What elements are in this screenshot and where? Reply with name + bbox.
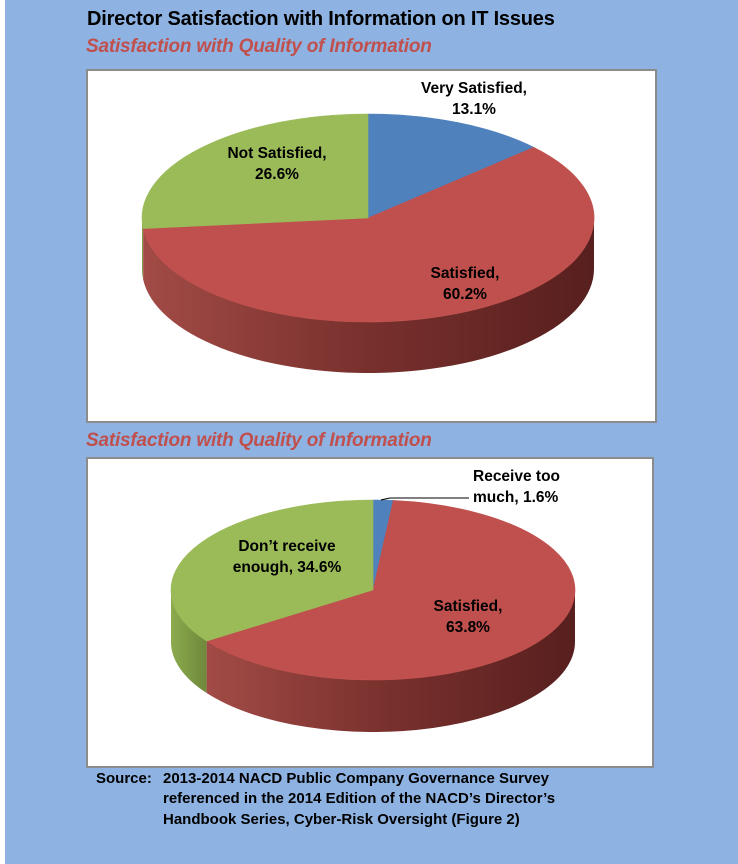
chart-panel-bottom: Receive too much, 1.6% Satisfied, 63.8% Don’… — [86, 457, 654, 768]
data-label-not-satisfied: Not Satisfied, 26.6% — [227, 145, 326, 183]
data-label-satisfied: Satisfied, 60.2% — [431, 265, 500, 303]
source-line: Handbook Series, Cyber-Risk Oversight (F… — [163, 810, 520, 828]
pie-slice-side-don-t-receive-enough — [171, 590, 207, 694]
chart-panel-top: Very Satisfied, 13.1% Satisfied, 60.2% Not S… — [86, 69, 657, 423]
chart-subtitle-bottom: Satisfaction with Quality of Information — [86, 430, 432, 451]
left-edge-strip — [0, 0, 5, 864]
pie-slice-very-satisfied — [367, 113, 535, 219]
source-line: referenced in the 2014 Edition of the NA… — [163, 790, 556, 808]
source-note: Source: 2013-2014 NACD Public Company Go… — [96, 769, 555, 830]
pie-chart-quantity-satisfaction: Receive too much, 1.6% Satisfied, 63.8% Don’… — [170, 468, 576, 732]
label-leader-line — [380, 497, 469, 501]
page-title: Director Satisfaction with Information o… — [87, 8, 555, 30]
chart-subtitle-top: Satisfaction with Quality of Information — [86, 36, 432, 57]
pie-slice-not-satisfied — [141, 113, 369, 229]
pie-slice-satisfied — [142, 147, 595, 323]
source-text: 2013-2014 NACD Public Company Governance… — [163, 769, 555, 830]
data-label-very-satisfied: Very Satisfied, 13.1% — [421, 80, 527, 118]
data-label-satisfied: Satisfied, 63.8% — [434, 598, 503, 636]
pie-slice-side-satisfied — [143, 218, 595, 374]
data-label-receive-too-much: Receive too much, 1.6% — [473, 468, 560, 506]
pie-slice-satisfied — [205, 500, 576, 681]
source-line: 2013-2014 NACD Public Company Governance… — [163, 770, 549, 787]
data-label-don-t-receive-enough: Don’t receive enough, 34.6% — [233, 538, 342, 576]
pie-chart-quality-satisfaction: Very Satisfied, 13.1% Satisfied, 60.2% Not S… — [141, 80, 595, 374]
source-label: Source: — [96, 770, 152, 787]
pie-slice-side-satisfied — [206, 590, 575, 732]
pie-slice-don-t-receive-enough — [170, 499, 374, 642]
pie-slice-side-not-satisfied — [142, 218, 144, 280]
